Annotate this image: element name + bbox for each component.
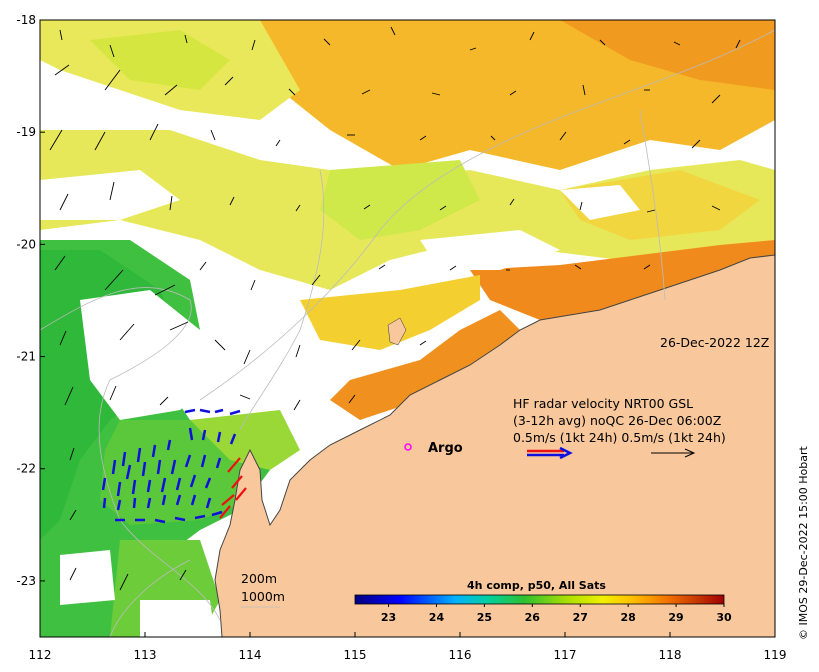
x-tick-label: 114 (239, 648, 262, 662)
colorbar-tick-label: 28 (620, 611, 635, 624)
colorbar-tick-label: 25 (477, 611, 492, 624)
legend-line-3: 0.5m/s (1kt 24h) 0.5m/s (1kt 24h) (513, 430, 726, 445)
colorbar-tick-label: 23 (381, 611, 396, 624)
x-axis: 112 113 114 115 116 117 118 119 (29, 632, 787, 662)
y-axis: -18 -19 -20 -21 -22 -23 (16, 13, 45, 588)
hf-radar-vectors-red (219, 457, 247, 519)
argo-marker (404, 443, 412, 451)
legend-model-arrow (651, 448, 696, 458)
current-vectors (49, 26, 741, 591)
colorbar-tick-label: 24 (429, 611, 445, 624)
barrow-island (387, 317, 407, 346)
argo-label: Argo (428, 441, 463, 456)
isobath-label-200m: 200m (241, 571, 277, 586)
x-tick-label: 119 (764, 648, 787, 662)
colorbar-tick-label: 29 (668, 611, 683, 624)
y-tick-label: -23 (16, 574, 36, 588)
y-tick-label: -18 (16, 13, 36, 27)
legend-line-2: (3-12h avg) noQC 26-Dec 06:00Z (513, 413, 721, 428)
legend-radar-arrow (527, 446, 573, 460)
x-tick-label: 112 (29, 648, 52, 662)
y-tick-label: -20 (16, 237, 36, 251)
hf-radar-vectors-blue (101, 408, 241, 524)
australia-land (215, 255, 775, 637)
y-tick-label: -21 (16, 350, 36, 364)
colorbar-tick-label: 26 (525, 611, 541, 624)
plot-frame (39, 19, 776, 638)
isobath-lines (40, 29, 775, 637)
coastline (214, 254, 775, 637)
x-tick-label: 115 (344, 648, 367, 662)
colorbar-title: 4h comp, p50, All Sats (467, 579, 606, 592)
x-tick-label: 118 (659, 648, 682, 662)
colorbar: 4h comp, p50, All Sats 23 24 25 26 27 28 29 30 (354, 579, 732, 624)
sst-field (40, 20, 775, 637)
timestamp-label: 26-Dec-2022 12Z (660, 335, 769, 350)
colorbar-tick-label: 27 (573, 611, 588, 624)
x-tick-label: 113 (134, 648, 157, 662)
x-tick-label: 117 (554, 648, 577, 662)
y-tick-label: -19 (16, 125, 36, 139)
x-tick-label: 116 (449, 648, 472, 662)
imos-credit: © IMOS 29-Dec-2022 15:00 Hobart (797, 445, 810, 640)
legend-line-1: HF radar velocity NRT00 GSL (513, 396, 693, 411)
y-tick-label: -22 (16, 462, 36, 476)
isobath-label-1000m: 1000m (241, 589, 285, 604)
colorbar-tick-label: 30 (716, 611, 732, 624)
